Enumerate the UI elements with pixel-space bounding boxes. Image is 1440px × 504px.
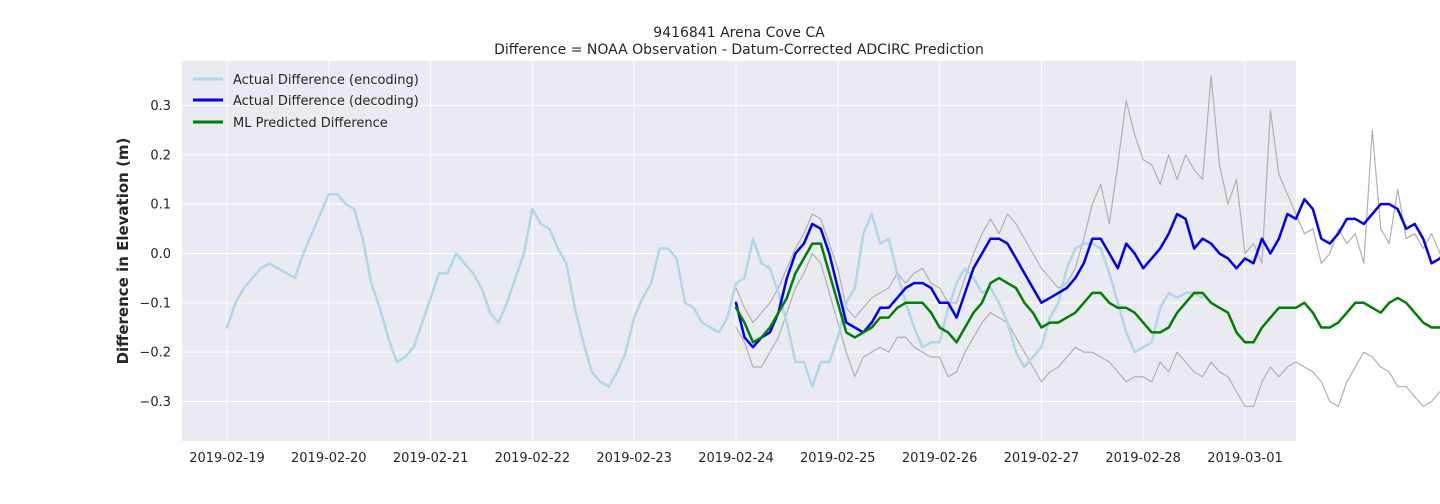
- plot-background: [182, 61, 1296, 441]
- y-tick-label: −0.2: [139, 346, 171, 361]
- chart-title: 9416841 Arena Cove CA: [653, 25, 825, 41]
- x-tick-label: 2019-03-01: [1207, 451, 1283, 466]
- y-tick-label: −0.3: [139, 395, 171, 410]
- legend-label-decoding: Actual Difference (decoding): [233, 94, 419, 109]
- x-tick-label: 2019-02-23: [596, 451, 672, 466]
- series-ml-predicted-line: [734, 242, 1440, 344]
- x-tick-label: 2019-02-28: [1105, 451, 1181, 466]
- x-tick-labels: 2019-02-19 2019-02-20 2019-02-21 2019-02-22…: [189, 451, 1283, 466]
- x-tick-label: 2019-02-24: [698, 451, 774, 466]
- y-tick-label: 0.1: [150, 198, 171, 213]
- series-layer: [225, 75, 1440, 408]
- legend-label-encoding: Actual Difference (encoding): [233, 73, 419, 88]
- series-decoding-line: [734, 197, 1440, 349]
- series-upper-bound-line: [735, 75, 1440, 324]
- y-tick-labels: 0.3 0.2 0.1 0.0 −0.1 −0.2 −0.3: [139, 99, 171, 410]
- y-axis-label: Difference in Elevation (m): [114, 138, 132, 365]
- x-tick-label: 2019-02-26: [902, 451, 978, 466]
- x-tick-label: 2019-02-19: [189, 451, 265, 466]
- x-tick-label: 2019-02-20: [291, 451, 367, 466]
- y-tick-label: −0.1: [139, 296, 171, 311]
- x-tick-label: 2019-02-21: [393, 451, 469, 466]
- y-tick-label: 0.3: [150, 99, 171, 114]
- series-lower-bound-line: [735, 252, 1440, 408]
- y-tick-label: 0.0: [150, 247, 171, 262]
- x-tick-label: 2019-02-22: [495, 451, 571, 466]
- x-tick-label: 2019-02-27: [1004, 451, 1080, 466]
- legend-label-ml-predicted: ML Predicted Difference: [233, 116, 388, 131]
- chart-subtitle: Difference = NOAA Observation - Datum-Co…: [494, 42, 984, 58]
- series-encoding-line: [225, 192, 1204, 388]
- x-tick-label: 2019-02-25: [800, 451, 876, 466]
- legend: Actual Difference (encoding) Actual Diff…: [193, 73, 419, 131]
- y-tick-label: 0.2: [150, 148, 171, 163]
